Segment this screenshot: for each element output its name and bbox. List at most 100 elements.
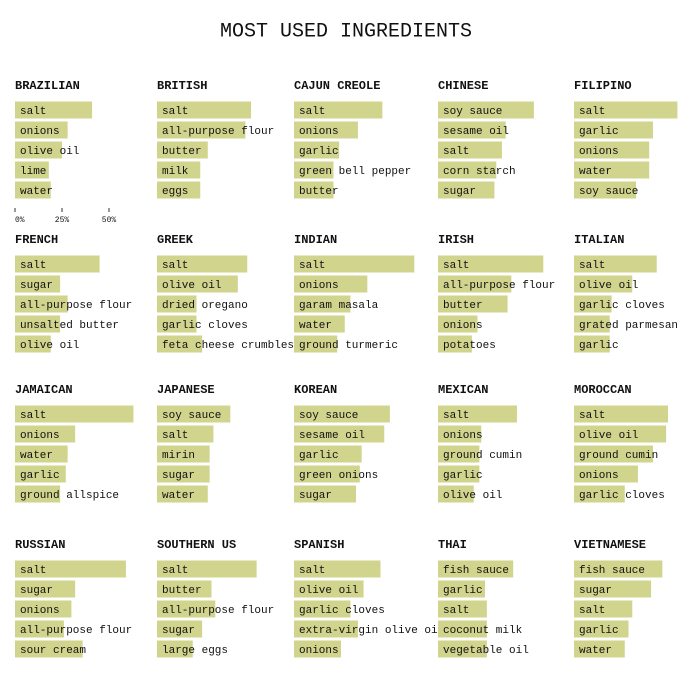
bar xyxy=(574,121,653,139)
panel-title: MEXICAN xyxy=(438,383,488,397)
bar-label: garlic cloves xyxy=(579,300,665,312)
bar xyxy=(157,181,201,199)
bar xyxy=(15,275,61,293)
bar-label: water xyxy=(579,645,612,657)
bar xyxy=(438,181,495,199)
panel-title: BRITISH xyxy=(157,79,207,93)
bar-label: olive oil xyxy=(162,280,221,292)
bar-label: salt xyxy=(299,565,325,577)
bar xyxy=(157,255,248,273)
bar xyxy=(15,580,76,598)
bar xyxy=(574,485,625,503)
bar xyxy=(438,425,482,443)
bar xyxy=(15,101,93,119)
bar-label: dried oregano xyxy=(162,300,248,312)
panel-title: SPANISH xyxy=(294,538,344,552)
bar-label: olive oil xyxy=(20,340,79,352)
bar-label: corn starch xyxy=(443,166,516,178)
bar-label: onions xyxy=(579,470,619,482)
panel-title: BRAZILIAN xyxy=(15,79,80,93)
bar xyxy=(15,465,66,483)
bar-label: fish sauce xyxy=(579,565,645,577)
bar-label: green onions xyxy=(299,470,378,482)
bar xyxy=(574,600,633,618)
bar-label: olive oil xyxy=(579,280,638,292)
bar xyxy=(438,445,480,463)
bar-label: unsalted butter xyxy=(20,320,119,332)
bar xyxy=(574,405,668,423)
bar-label: onions xyxy=(579,146,619,158)
bar-label: salt xyxy=(579,410,605,422)
bar xyxy=(157,315,197,333)
bar-label: soy sauce xyxy=(162,410,221,422)
bar-label: milk xyxy=(162,166,189,178)
bar xyxy=(157,275,238,293)
bar xyxy=(157,600,216,618)
bar xyxy=(15,121,68,139)
bar xyxy=(15,425,76,443)
bar xyxy=(15,640,83,658)
bar-label: salt xyxy=(20,410,46,422)
bar-label: sesame oil xyxy=(299,430,365,442)
bar-label: garlic xyxy=(579,625,619,637)
bar xyxy=(157,161,201,179)
x-tick-label: 25% xyxy=(55,216,70,225)
bar-label: garlic xyxy=(299,146,339,158)
bar xyxy=(294,295,351,313)
bar xyxy=(294,620,358,638)
panel-title: GREEK xyxy=(157,233,194,247)
bar-label: water xyxy=(299,320,332,332)
panel-title: SOUTHERN US xyxy=(157,538,236,552)
bar xyxy=(157,445,210,463)
bar-label: salt xyxy=(20,260,46,272)
bar xyxy=(438,315,478,333)
bar-label: butter xyxy=(162,585,202,597)
bar xyxy=(438,335,472,353)
panel-title: FILIPINO xyxy=(574,79,632,93)
bar-label: soy sauce xyxy=(299,410,358,422)
bar-label: all-purpose flour xyxy=(20,300,132,312)
panel-title: FRENCH xyxy=(15,233,58,247)
bar-label: soy sauce xyxy=(579,186,638,198)
bar-label: salt xyxy=(443,605,469,617)
bar xyxy=(438,101,534,119)
panel-title: THAI xyxy=(438,538,467,552)
bar-label: fish sauce xyxy=(443,565,509,577)
bar-label: salt xyxy=(579,106,605,118)
bar xyxy=(294,445,362,463)
bar-label: all-purpose flour xyxy=(443,280,555,292)
bar-label: vegetable oil xyxy=(443,645,529,657)
bar xyxy=(15,141,62,159)
bar xyxy=(574,275,633,293)
bar-label: garam masala xyxy=(299,300,379,312)
bar-label: garlic xyxy=(443,470,483,482)
bar-label: garlic cloves xyxy=(579,490,665,502)
bar xyxy=(294,560,381,578)
bar-label: green bell pepper xyxy=(299,166,411,178)
bar-label: onions xyxy=(443,320,483,332)
bar xyxy=(15,335,51,353)
bar xyxy=(157,335,203,353)
bar-label: onions xyxy=(20,126,60,138)
bar xyxy=(294,121,358,139)
bar xyxy=(15,255,100,273)
bar xyxy=(574,445,653,463)
bar xyxy=(438,405,517,423)
bar xyxy=(438,275,512,293)
bar-label: soy sauce xyxy=(443,106,502,118)
bar xyxy=(294,485,357,503)
bar-label: all-purpose flour xyxy=(20,625,132,637)
bar-label: butter xyxy=(162,146,202,158)
bar xyxy=(294,161,334,179)
bar xyxy=(157,640,193,658)
bar-label: ground allspice xyxy=(20,490,119,502)
bar-label: sesame oil xyxy=(443,126,509,138)
bar xyxy=(294,141,340,159)
bar xyxy=(15,620,64,638)
bar-label: sugar xyxy=(20,280,53,292)
bar-label: water xyxy=(20,186,53,198)
bar-label: sugar xyxy=(162,625,195,637)
bar-label: salt xyxy=(579,260,605,272)
bar xyxy=(294,600,351,618)
